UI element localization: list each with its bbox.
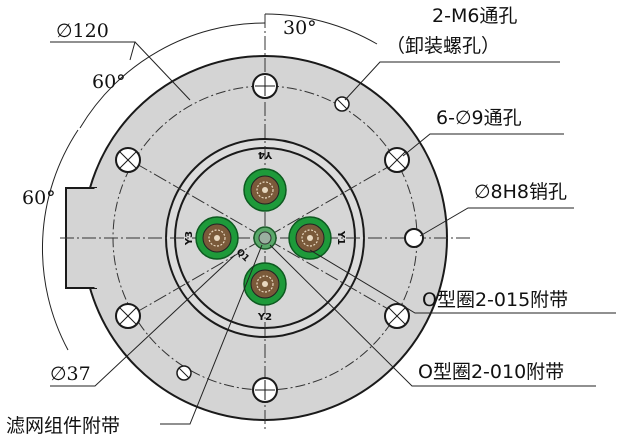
hole-upper-left [115, 147, 141, 173]
label-angle-30: 30° [283, 17, 317, 39]
leader-dia-120 [50, 41, 136, 61]
port-label-y3: Y3 [184, 231, 195, 246]
arc-30 [264, 13, 378, 45]
port-y3 [195, 216, 239, 260]
leader-oring-010 [269, 244, 596, 387]
hole-lower-right [384, 303, 410, 329]
leader-filter [160, 244, 263, 425]
port-label-y2: Y2 [257, 312, 272, 323]
label-filter: 滤网组件附带 [6, 415, 120, 437]
leader-holes-9 [402, 133, 564, 157]
hole-top [252, 73, 278, 99]
port-y4 [243, 168, 287, 212]
leader-dia-37 [50, 254, 236, 387]
leader-m6 [344, 61, 560, 101]
port-label-y1: Y1 [335, 230, 346, 245]
label-angle-60-left: 60° [22, 187, 56, 209]
leader-oring-015 [309, 249, 616, 314]
arc-60-top [79, 22, 266, 129]
arc-60-left [42, 129, 79, 351]
label-dia-37: ∅37 [50, 363, 91, 385]
label-oring-015: O型圈2-015附带 [422, 289, 568, 311]
port-y1 [288, 216, 332, 260]
port-y2 [243, 262, 287, 306]
leader-pin [419, 207, 574, 237]
port-label-y4: Y4 [258, 149, 273, 160]
label-oring-010: O型圈2-010附带 [418, 361, 564, 383]
label-dia-120: ∅120 [56, 20, 109, 42]
pin-hole [404, 228, 424, 248]
label-m6-line2: （卸装螺孔） [386, 35, 500, 57]
hole-lower-left [115, 303, 141, 329]
label-angle-60-top: 60° [92, 71, 126, 93]
label-pin-8h8: ∅8H8销孔 [474, 181, 567, 203]
label-holes-9: 6-∅9通孔 [436, 107, 522, 129]
label-m6-line1: 2-M6通孔 [432, 5, 517, 27]
port-q1 [253, 226, 277, 250]
hole-bottom [252, 377, 278, 403]
hole-upper-right [384, 147, 410, 173]
m6-hole-lower [176, 365, 192, 381]
m6-hole-upper [334, 96, 350, 112]
